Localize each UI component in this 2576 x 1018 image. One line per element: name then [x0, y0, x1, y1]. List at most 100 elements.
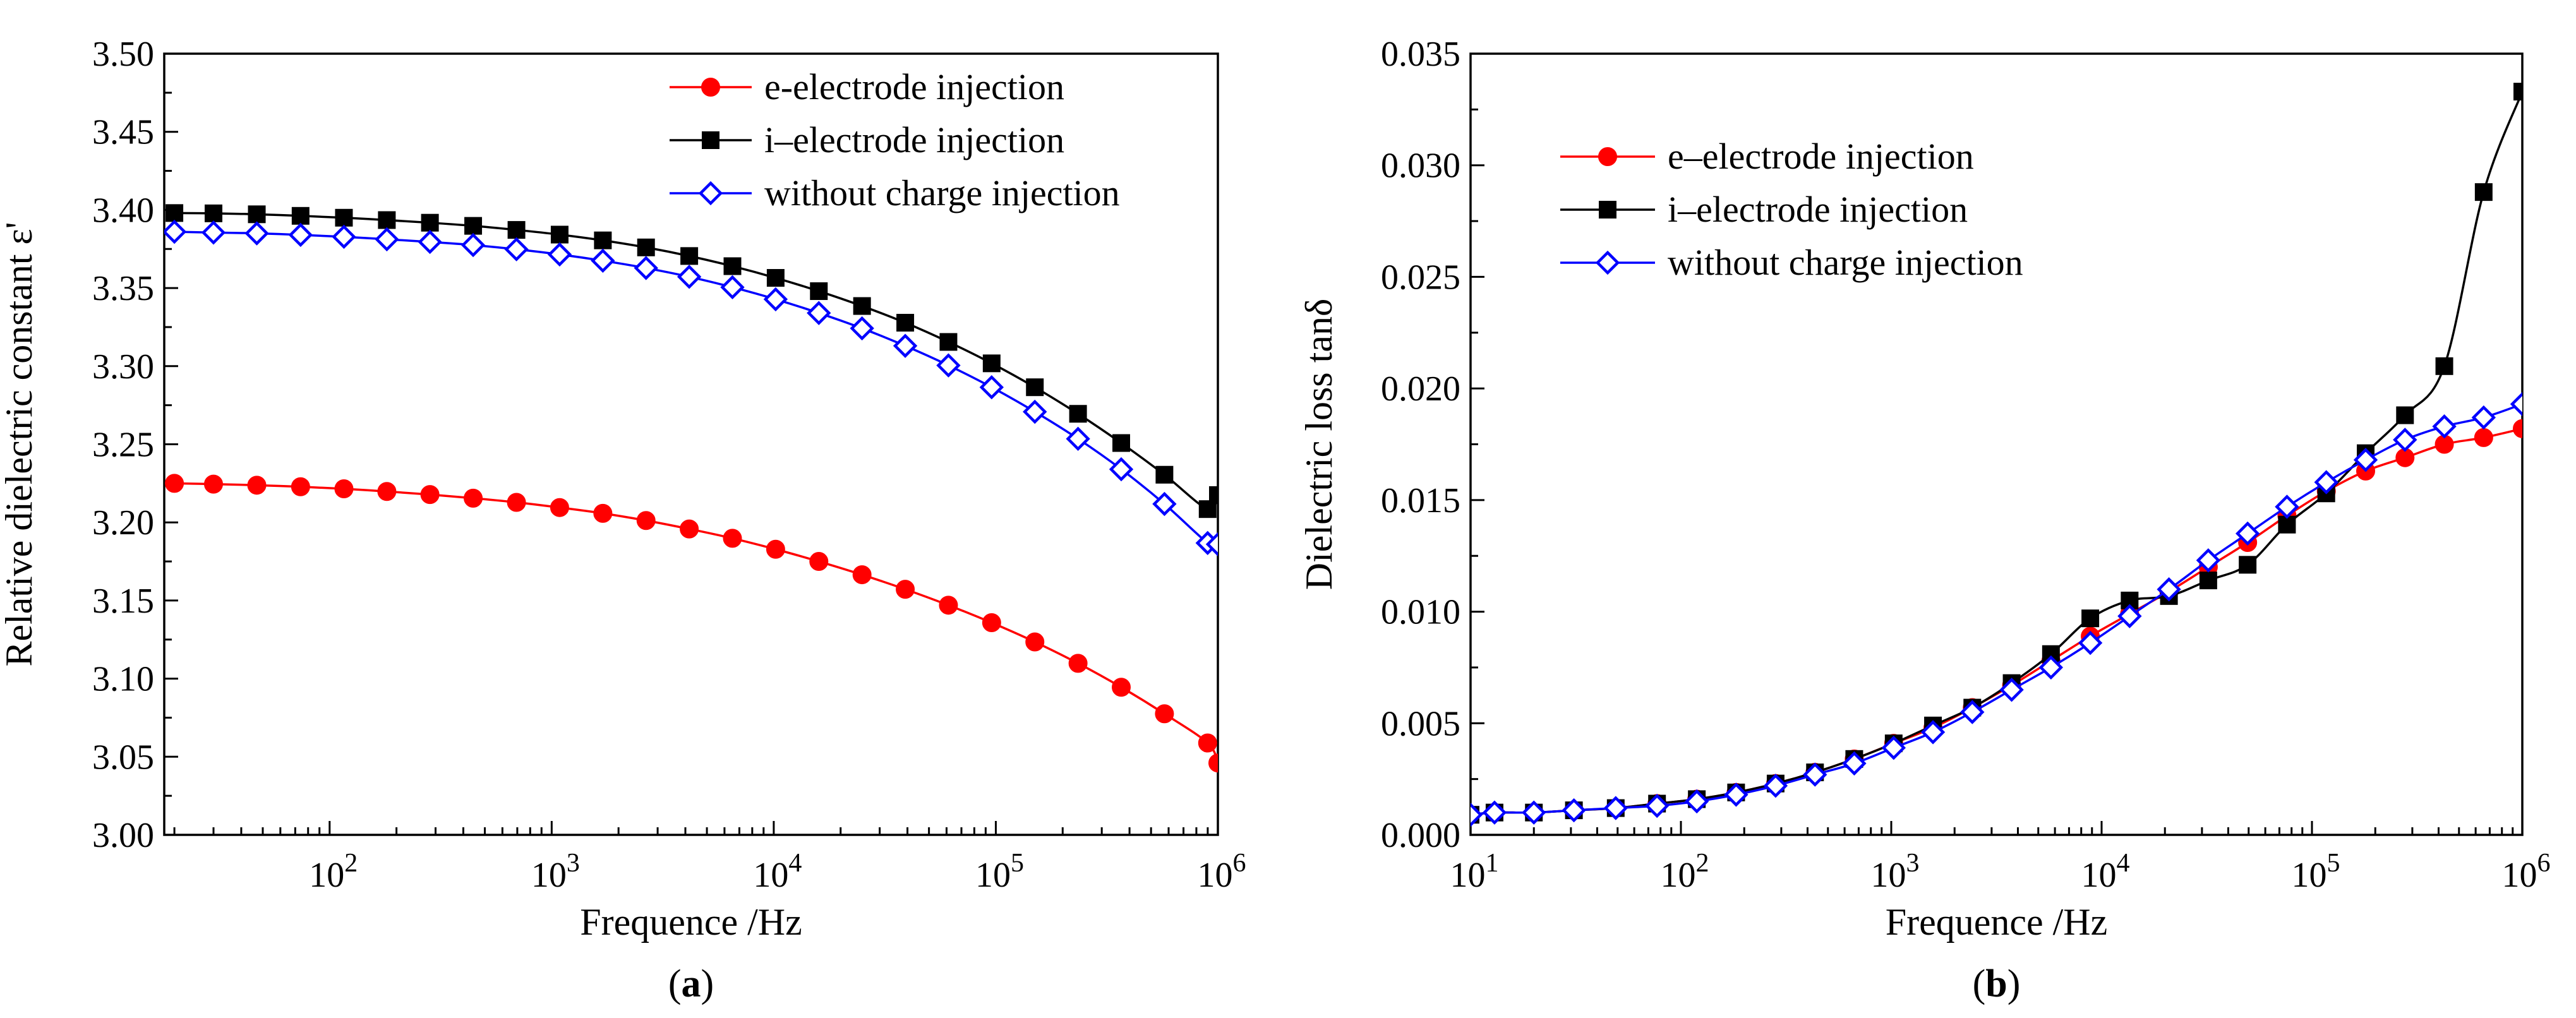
panel-a-legend-label-2: i–electrode injection: [764, 119, 1064, 160]
panel-a-series-3-point: [1109, 457, 1134, 482]
panel-a-legend-marker-1: [701, 78, 720, 97]
panel-b-series-3-point: [1482, 800, 1507, 825]
panel-a-data-area: [164, 204, 1218, 773]
panel-a-y-tick-label: 3.10: [92, 660, 154, 699]
panel-b-x-tick-label: 104: [2081, 849, 2130, 895]
panel-a-series-2-point: [464, 217, 483, 235]
panel-b-series-3-point: [1471, 803, 1483, 827]
panel-b-series-2-point: [2239, 556, 2257, 574]
panel-a-series-3-point: [591, 248, 615, 273]
panel-b-y-tick-label: 0.020: [1381, 369, 1460, 409]
panel-a-legend-marker-2: [702, 131, 719, 149]
panel-a-series-1-point: [165, 474, 184, 493]
panel-a-series-3-point: [201, 220, 226, 245]
panel-a-series-1-point: [1198, 733, 1217, 753]
panel-a-y-tick-label: 3.50: [92, 35, 154, 74]
panel-a-series-2-point: [166, 204, 184, 222]
panel-a-series-2-point: [291, 207, 310, 225]
panel-b-series-3-point: [1684, 789, 1709, 814]
panel-a-series-3-point: [807, 301, 831, 325]
panel-b-y-tick-label: 0.010: [1381, 593, 1460, 632]
panel-a-series-3-point: [979, 375, 1004, 400]
panel-b-series-3-point: [1960, 700, 1985, 724]
panel-a-series-3-point: [677, 265, 702, 289]
panel-a-series-2-point: [1209, 486, 1218, 504]
panel-b-series-3-point: [2471, 405, 2496, 430]
panel-b-x-tick-label: 103: [1871, 849, 1920, 895]
panel-b-legend-label-1: e–electrode injection: [1668, 136, 1974, 177]
panel-a-y-tick-label: 3.05: [92, 738, 154, 777]
panel-a-y-axis-label: Relative dielectric constant ε': [0, 222, 40, 666]
panel-b-series-2-point: [2435, 357, 2453, 375]
panel-a-series-2-point: [1198, 500, 1217, 518]
panel-b-series-3-point: [2078, 630, 2103, 656]
panel-a-series-2-point: [680, 247, 699, 265]
panel-a-y-tick-label: 3.40: [92, 191, 154, 230]
panel-a-x-tick-label: 105: [975, 849, 1024, 895]
panel-a-y-tick-label: 3.45: [92, 113, 154, 152]
panel-a-x-tick-label: 103: [531, 849, 580, 895]
panel-a-series-3-point: [1205, 532, 1218, 557]
panel-a-y-tick-label: 3.15: [92, 582, 154, 621]
panel-a-series-2-point: [421, 213, 439, 232]
panel-a-series-2-point: [939, 333, 958, 351]
panel-a-series-1-point: [377, 482, 397, 501]
panel-b-x-tick-label: 106: [2502, 849, 2551, 895]
panel-a-series-2-point: [810, 282, 828, 301]
panel-a-series-3-point: [1023, 399, 1047, 424]
panel-b-legend-marker-1: [1598, 147, 1617, 166]
panel-b-series-3-point: [1842, 751, 1867, 776]
panel-a-series-1-point: [766, 539, 785, 559]
panel-b-series-3-point: [1920, 720, 1946, 745]
panel-b-series-3-point: [1763, 774, 1788, 798]
panel-a-series-2-point: [1112, 434, 1131, 452]
panel-a-series-3-point: [332, 224, 356, 249]
panel-a-series-1-point: [982, 613, 1001, 633]
panel-a-series-1-point: [247, 476, 267, 495]
panel-a-series-3-point: [244, 221, 269, 246]
panel-b-y-tick-label: 0.035: [1381, 35, 1460, 74]
panel-a-legend-marker-3: [698, 181, 723, 206]
panel-a-series-3-point: [850, 316, 874, 341]
panel-b-x-axis-label: Frequence /Hz: [1886, 901, 2108, 943]
panel-a-series-3-point: [504, 237, 529, 261]
panel-b-series-3-point: [2157, 577, 2181, 602]
panel-b-series-2-point: [2396, 406, 2414, 424]
panel-b-series-3-point: [2393, 428, 2417, 452]
panel-a-series-3-point: [164, 219, 187, 244]
panel-a-series-1-point: [420, 485, 440, 505]
panel-b-series-3-point: [2510, 392, 2522, 417]
panel-a-series-1-point: [203, 474, 223, 494]
panel-b-series-2-point: [2199, 572, 2217, 590]
panel-a-series-1-point: [809, 552, 829, 572]
panel-b-x-tick-label: 102: [1661, 849, 1709, 895]
panel-a-x-tick-label: 102: [309, 849, 358, 895]
panel-b-series-1-point: [2513, 419, 2522, 438]
panel-a-series-2-point: [1026, 378, 1044, 397]
panel-a-series-2-point: [378, 211, 396, 229]
panel-a-series-1-point: [507, 493, 526, 512]
panel-a-series-2-point: [723, 257, 742, 275]
panel-a-legend-label-3: without charge injection: [764, 172, 1120, 213]
panel-a-series-2-point: [766, 269, 785, 287]
panel-a-series-1-point: [636, 511, 656, 530]
panel-a-series-3-point: [288, 222, 313, 248]
panel-b-series-3-point: [2314, 470, 2338, 494]
panel-a-series-2-point: [594, 231, 612, 249]
panel-a-series-1-point: [723, 529, 742, 548]
panel-b-legend-label-3: without charge injection: [1668, 242, 2023, 283]
panel-a-y-tick-label: 3.30: [92, 347, 154, 386]
panel-a-series-2-point: [507, 221, 526, 239]
panel-a-series-3-point: [720, 275, 745, 300]
panel-b-series-3-point: [2038, 655, 2064, 680]
panel-b-legend-marker-3: [1595, 250, 1620, 275]
panel-a-series-3-point: [418, 229, 442, 254]
panel-b-series-3-point: [1522, 800, 1546, 825]
panel-a-series-3-point: [936, 353, 961, 378]
panel-a-series-1-point: [1155, 704, 1174, 724]
panel-a-series-3-point: [893, 333, 918, 358]
panel-a-y-tick-label: 3.35: [92, 269, 154, 308]
panel-b-y-tick-label: 0.000: [1381, 816, 1460, 855]
panel-b-x-tick-label: 101: [1450, 849, 1499, 895]
panel-a-series-1-point: [680, 519, 699, 539]
